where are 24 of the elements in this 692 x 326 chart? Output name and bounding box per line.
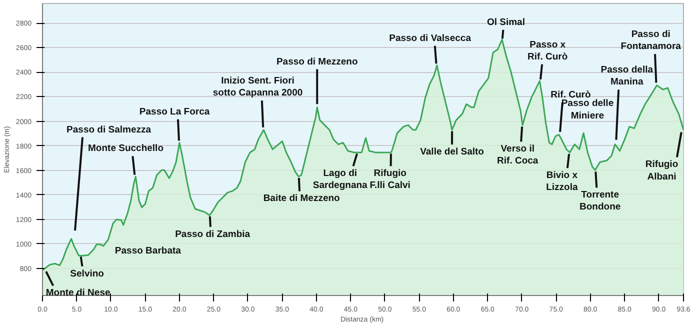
annotation: Lago di Sardegnana [312,168,368,192]
annotation: Passo La Forca [139,106,210,118]
annotation: Monte Succhello [88,143,164,154]
annotation: Rifugio F.lli Calvi [370,168,410,192]
annotation: Passo di Zambia [175,228,251,240]
annotation: Bivio x Lizzola [546,170,578,194]
annotation: Passo Barbata [114,246,182,257]
annotation: Monte di Nese [46,288,110,299]
annotation: Passo di Mezzeno [276,56,358,68]
annotation: Passo di Fontanamora [620,29,682,52]
annotation: Passo x Rif. Curò [528,39,568,62]
annotation: Rif. Curò [550,89,591,100]
annotation: Passo della Manina [600,64,654,88]
annotation: Baite di Mezzeno [263,193,340,204]
annotation: Rifugio Albani [645,159,678,182]
annotation: Inizio Sent. Fiori sotto Capanna 2000 [212,76,303,99]
annotation: Torrente Bondone [580,190,621,213]
annotation: Passo di Salmezza [66,124,152,136]
annotation: Valle del Salto [420,146,484,158]
annotation: Selvino [70,268,104,280]
annotation: Passo di Valsecca [389,32,472,44]
annotation: Ol Simal [486,16,525,28]
annotation: Verso il Rif. Coca [497,144,539,167]
annotation: Passo delle Miniere [561,98,614,122]
